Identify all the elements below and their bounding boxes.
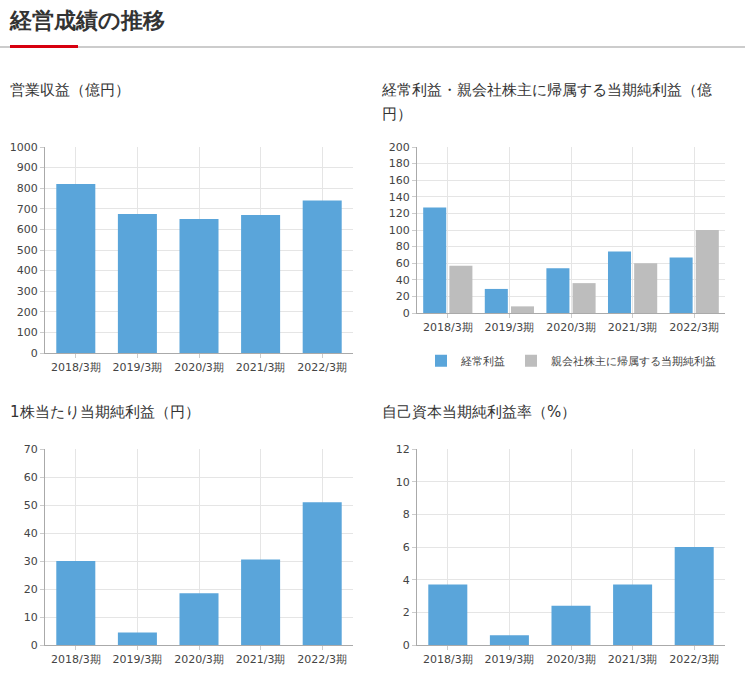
- svg-text:140: 140: [389, 191, 410, 204]
- svg-text:300: 300: [17, 285, 38, 298]
- svg-text:200: 200: [17, 306, 38, 319]
- svg-text:2018/3期: 2018/3期: [423, 653, 473, 666]
- svg-text:2020/3期: 2020/3期: [174, 653, 224, 666]
- svg-text:60: 60: [24, 471, 38, 484]
- svg-text:200: 200: [389, 141, 410, 154]
- svg-text:2021/3期: 2021/3期: [608, 321, 658, 334]
- svg-text:2022/3期: 2022/3期: [669, 321, 719, 334]
- svg-text:180: 180: [389, 157, 410, 170]
- html-text:営業収益（億円）: 営業収益（億円）: [10, 81, 130, 99]
- html-text:経常利益・親会社株主に帰属する当期純利益（億円）: 経常利益・親会社株主に帰属する当期純利益（億円）: [382, 81, 712, 123]
- svg-text:2019/3期: 2019/3期: [485, 321, 535, 334]
- svg-text:2022/3期: 2022/3期: [669, 653, 719, 666]
- svg-text:2020/3期: 2020/3期: [546, 321, 596, 334]
- svg-text:20: 20: [396, 290, 410, 303]
- svg-text:700: 700: [17, 203, 38, 216]
- svg-text:2019/3期: 2019/3期: [113, 653, 163, 666]
- svg-text:2018/3期: 2018/3期: [423, 321, 473, 334]
- svg-text:50: 50: [24, 499, 38, 512]
- svg-text:6: 6: [403, 541, 410, 554]
- svg-text:600: 600: [17, 223, 38, 236]
- svg-text:12: 12: [396, 443, 410, 456]
- svg-text:80: 80: [396, 240, 410, 253]
- svg-text:0: 0: [403, 307, 410, 320]
- html-text:経営成績の推移: 経営成績の推移: [10, 8, 165, 33]
- svg-text:8: 8: [403, 508, 410, 521]
- html-text:1株当たり当期純利益（円）: 1株当たり当期純利益（円）: [10, 403, 200, 421]
- svg-text:40: 40: [396, 274, 410, 287]
- svg-text:2018/3期: 2018/3期: [51, 653, 101, 666]
- svg-text:1000: 1000: [10, 141, 38, 154]
- svg-text:100: 100: [17, 326, 38, 339]
- svg-text:160: 160: [389, 174, 410, 187]
- svg-text:30: 30: [24, 555, 38, 568]
- svg-text:20: 20: [24, 583, 38, 596]
- svg-text:2022/3期: 2022/3期: [297, 361, 347, 374]
- svg-text:2019/3期: 2019/3期: [485, 653, 535, 666]
- svg-text:60: 60: [396, 257, 410, 270]
- svg-text:2021/3期: 2021/3期: [236, 653, 286, 666]
- svg-text:500: 500: [17, 244, 38, 257]
- svg-text:2: 2: [403, 606, 410, 619]
- svg-text:2020/3期: 2020/3期: [174, 361, 224, 374]
- svg-text:400: 400: [17, 264, 38, 277]
- svg-text:2021/3期: 2021/3期: [236, 361, 286, 374]
- html-text:自己資本当期純利益率（%）: 自己資本当期純利益率（%）: [382, 403, 577, 421]
- svg-text:2020/3期: 2020/3期: [546, 653, 596, 666]
- svg-text:70: 70: [24, 443, 38, 456]
- svg-text:2019/3期: 2019/3期: [113, 361, 163, 374]
- svg-text:2022/3期: 2022/3期: [297, 653, 347, 666]
- svg-text:親会社株主に帰属する当期純利益: 親会社株主に帰属する当期純利益: [551, 355, 716, 368]
- svg-text:4: 4: [403, 574, 410, 587]
- svg-text:0: 0: [31, 347, 38, 360]
- svg-text:0: 0: [403, 639, 410, 652]
- svg-text:2021/3期: 2021/3期: [608, 653, 658, 666]
- svg-text:10: 10: [24, 611, 38, 624]
- svg-text:0: 0: [31, 639, 38, 652]
- svg-text:900: 900: [17, 161, 38, 174]
- svg-text:経常利益: 経常利益: [460, 355, 505, 368]
- svg-text:10: 10: [396, 476, 410, 489]
- svg-text:100: 100: [389, 224, 410, 237]
- svg-text:2018/3期: 2018/3期: [51, 361, 101, 374]
- svg-text:120: 120: [389, 207, 410, 220]
- svg-text:800: 800: [17, 182, 38, 195]
- svg-text:40: 40: [24, 527, 38, 540]
